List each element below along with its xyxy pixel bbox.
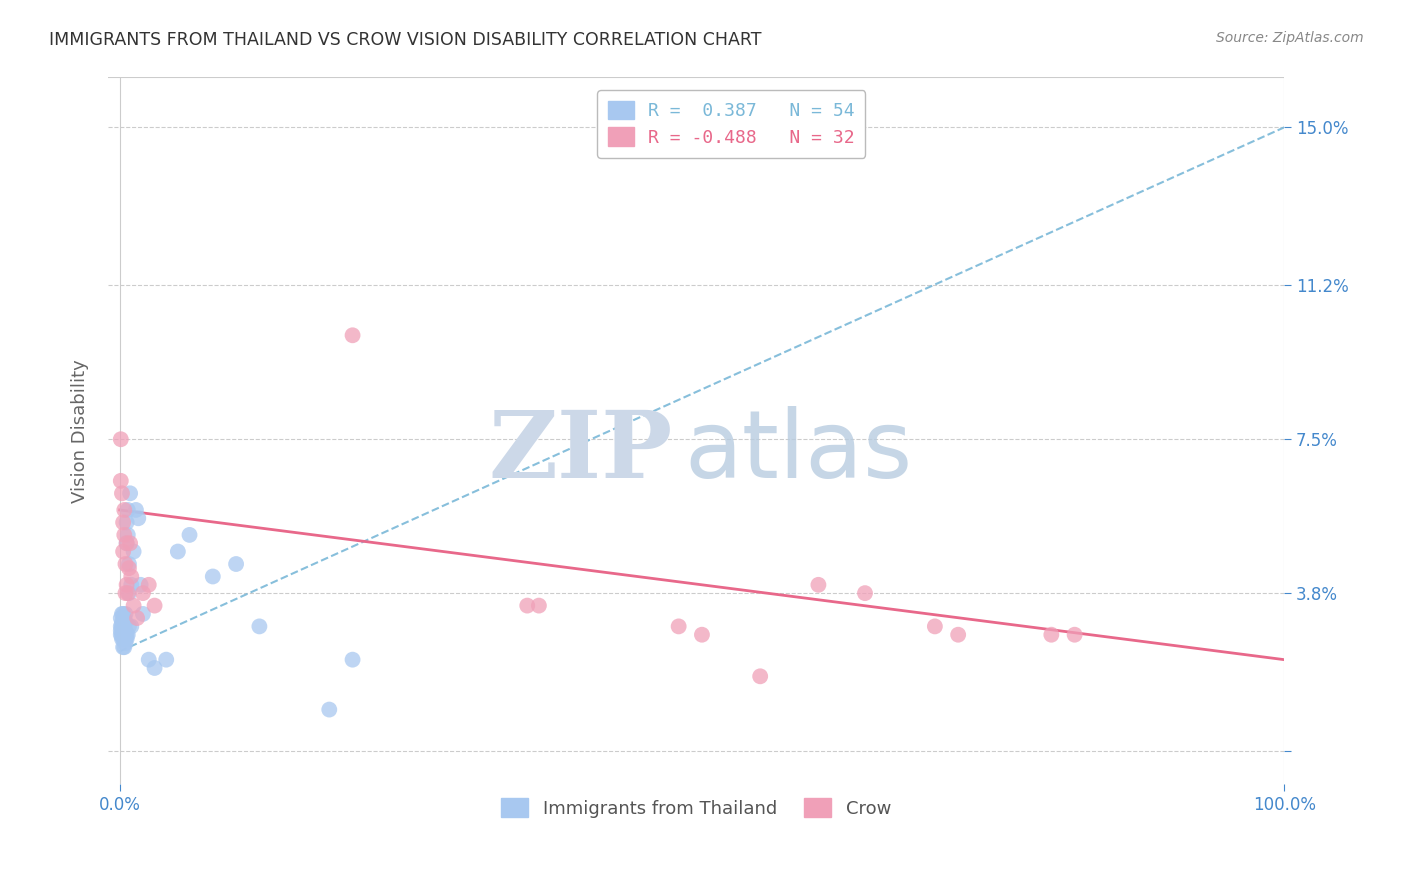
Point [115, 536, 138, 550]
Point [114, 624, 136, 638]
Point [114, 586, 136, 600]
Point [112, 516, 135, 530]
Point [179, 528, 201, 542]
Point [115, 628, 138, 642]
Point [117, 503, 139, 517]
Point [112, 640, 135, 655]
Point [120, 536, 142, 550]
Point [807, 578, 830, 592]
Point [127, 511, 149, 525]
Point [114, 628, 136, 642]
Point [112, 615, 135, 630]
Point [118, 561, 141, 575]
Point [112, 632, 135, 646]
Point [111, 619, 134, 633]
Point [111, 607, 134, 621]
Point [122, 544, 145, 558]
Point [111, 615, 134, 630]
Point [924, 619, 946, 633]
Point [122, 599, 145, 613]
Text: Source: ZipAtlas.com: Source: ZipAtlas.com [1216, 31, 1364, 45]
Point [225, 557, 247, 571]
Point [112, 624, 135, 638]
Point [118, 586, 141, 600]
Point [125, 503, 148, 517]
Point [112, 528, 135, 542]
Point [132, 607, 155, 621]
Point [853, 586, 876, 600]
Point [118, 619, 141, 633]
Point [749, 669, 772, 683]
Point [117, 628, 139, 642]
Point [112, 619, 135, 633]
Point [342, 328, 364, 343]
Point [111, 486, 134, 500]
Point [114, 607, 136, 621]
Point [112, 640, 135, 655]
Point [946, 628, 969, 642]
Point [115, 536, 138, 550]
Point [527, 599, 550, 613]
Point [115, 578, 138, 592]
Point [112, 611, 135, 625]
Point [112, 632, 135, 646]
Text: ZIP: ZIP [488, 407, 672, 497]
Point [318, 702, 340, 716]
Point [114, 632, 136, 646]
Point [110, 474, 132, 488]
Point [127, 611, 149, 625]
Point [120, 486, 142, 500]
Point [111, 632, 134, 646]
Point [112, 607, 135, 621]
Point [155, 653, 177, 667]
Point [117, 528, 139, 542]
Point [114, 557, 136, 571]
Text: IMMIGRANTS FROM THAILAND VS CROW VISION DISABILITY CORRELATION CHART: IMMIGRANTS FROM THAILAND VS CROW VISION … [49, 31, 762, 49]
Text: atlas: atlas [685, 406, 912, 498]
Point [120, 578, 142, 592]
Point [114, 636, 136, 650]
Point [110, 611, 132, 625]
Point [112, 503, 135, 517]
Point [132, 586, 155, 600]
Point [110, 619, 132, 633]
Point [342, 653, 364, 667]
Point [138, 578, 160, 592]
Point [110, 432, 132, 446]
Point [129, 578, 152, 592]
Point [114, 615, 136, 630]
Point [690, 628, 713, 642]
Point [115, 516, 138, 530]
Y-axis label: Vision Disability: Vision Disability [72, 359, 89, 503]
Point [110, 624, 132, 638]
Point [138, 653, 160, 667]
Point [143, 599, 166, 613]
Point [112, 628, 135, 642]
Point [247, 619, 270, 633]
Point [112, 628, 135, 642]
Point [516, 599, 538, 613]
Point [143, 661, 166, 675]
Point [110, 628, 132, 642]
Point [115, 632, 138, 646]
Point [112, 544, 135, 558]
Legend: Immigrants from Thailand, Crow: Immigrants from Thailand, Crow [494, 791, 898, 825]
Point [117, 586, 139, 600]
Point [1063, 628, 1085, 642]
Point [111, 628, 134, 642]
Point [167, 544, 190, 558]
Point [120, 619, 142, 633]
Point [120, 569, 142, 583]
Point [668, 619, 690, 633]
Point [1040, 628, 1063, 642]
Point [118, 557, 141, 571]
Point [201, 569, 224, 583]
